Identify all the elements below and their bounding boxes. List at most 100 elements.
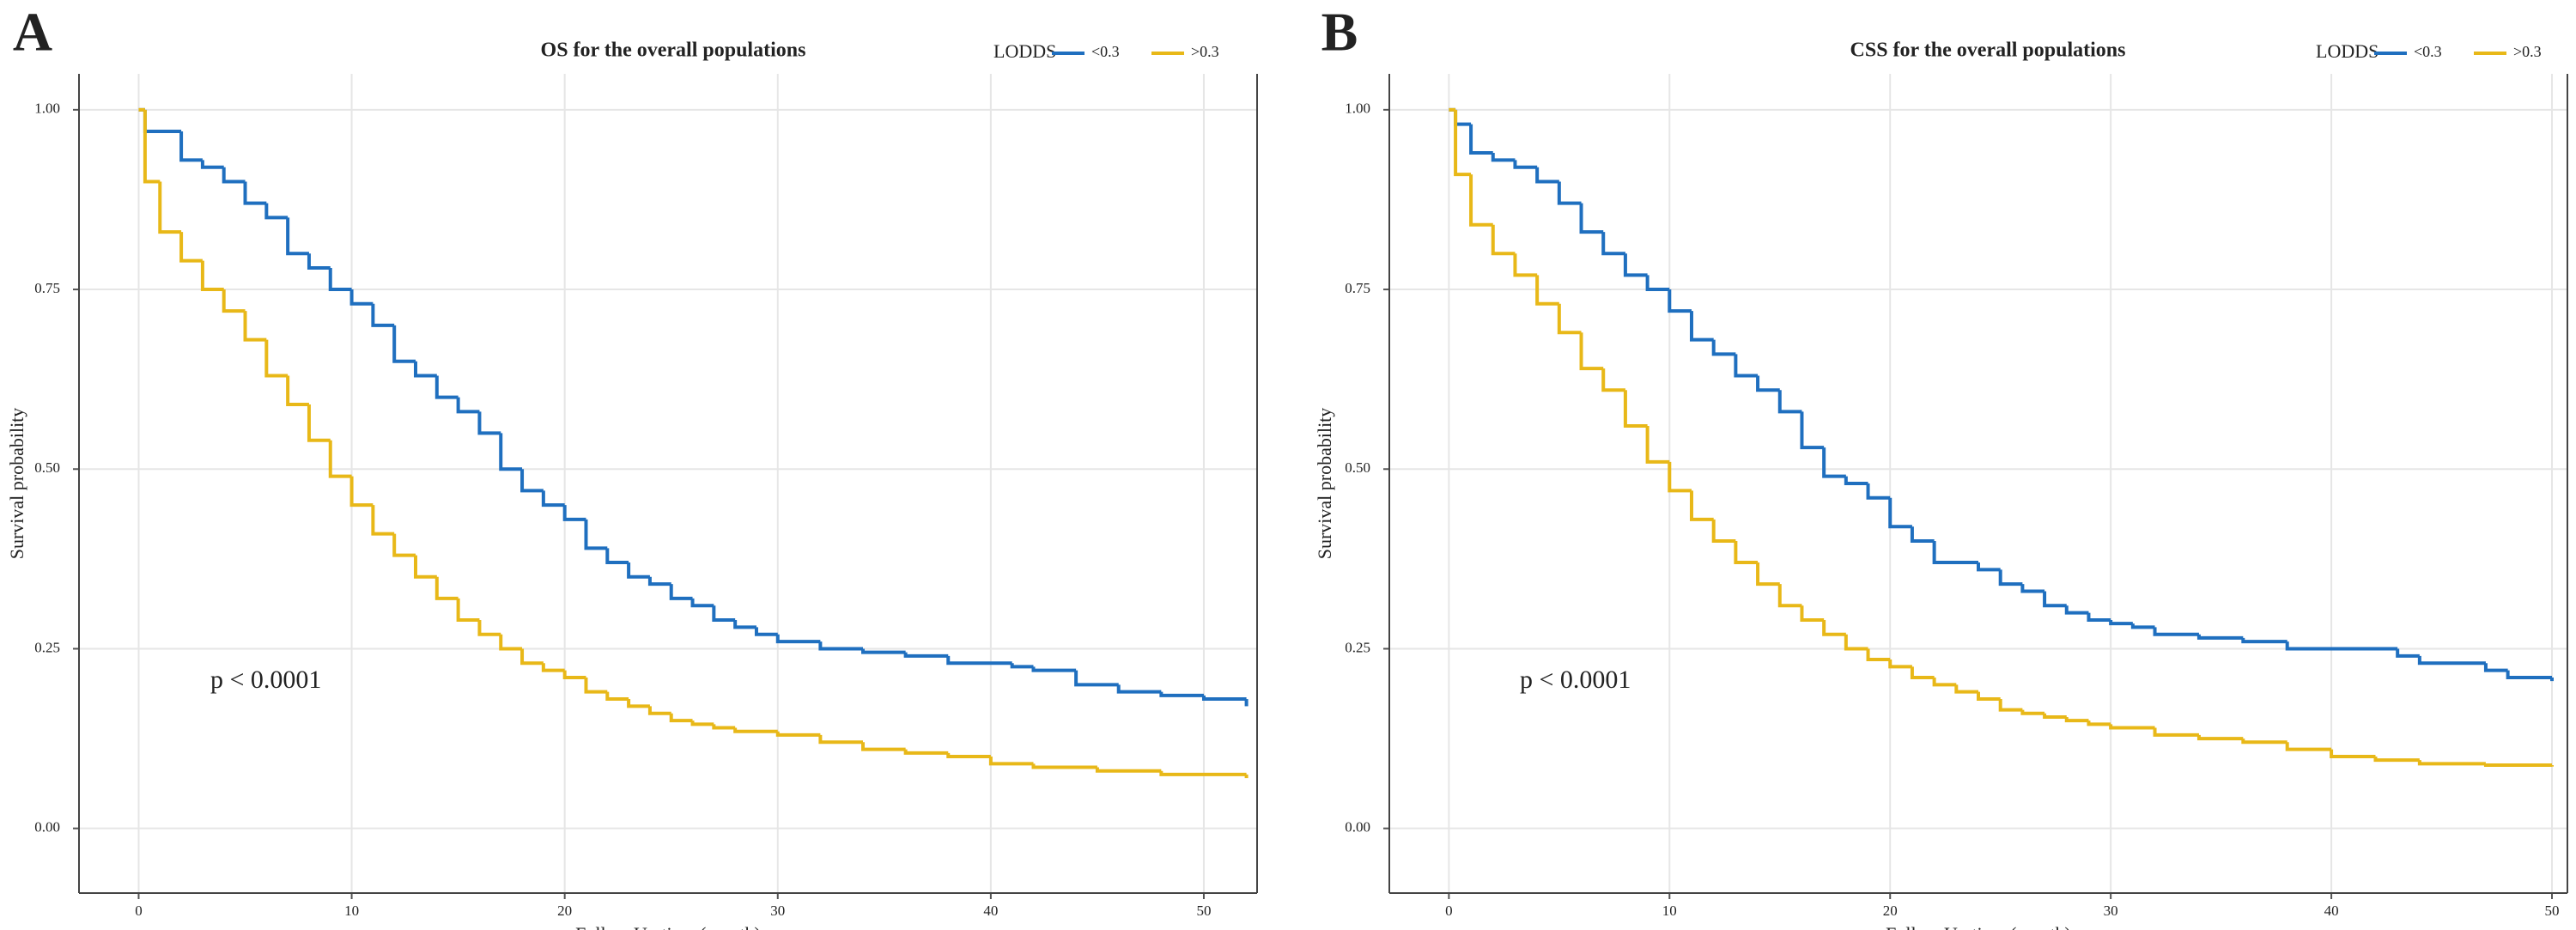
- survival-step: [307, 404, 331, 442]
- survival-step: [2373, 757, 2420, 763]
- survival-step: [1866, 483, 1891, 500]
- survival-step: [1800, 605, 1825, 622]
- survival-step: [818, 641, 864, 651]
- survival-step: [456, 397, 480, 414]
- survival-step: [605, 548, 629, 565]
- survival-step: [1469, 124, 1493, 155]
- chart-title: OS for the overall populations: [541, 40, 806, 62]
- survival-step: [200, 260, 224, 292]
- x-tick-label: 40: [983, 903, 998, 919]
- survival-step: [414, 361, 437, 378]
- x-tick-label: 20: [557, 903, 572, 919]
- y-tick-label: 0.75: [1345, 280, 1370, 296]
- survival-step: [2241, 739, 2287, 745]
- survival-step: [1074, 670, 1119, 687]
- survival-step: [307, 253, 331, 270]
- survival-step: [1954, 684, 1978, 694]
- survival-step: [2417, 760, 2486, 766]
- survival-step: [627, 562, 650, 579]
- survival-step: [371, 303, 395, 327]
- survival-step: [414, 555, 437, 579]
- survival-step: [2109, 724, 2155, 730]
- survival-step: [541, 490, 565, 508]
- y-tick-label: 0.75: [34, 280, 60, 296]
- survival-step: [1469, 174, 1493, 227]
- panel-label: B: [1321, 2, 1358, 63]
- survival-step: [520, 648, 544, 666]
- y-axis-label: Survival probability: [1314, 408, 1335, 560]
- chart-title: CSS for the overall populations: [1850, 40, 2126, 62]
- y-tick-label: 1.00: [1345, 100, 1370, 117]
- survival-step: [2196, 734, 2244, 741]
- y-tick-label: 0.50: [1345, 459, 1370, 476]
- survival-step: [754, 627, 778, 636]
- survival-step: [861, 742, 906, 751]
- x-tick-label: 0: [1445, 903, 1453, 919]
- survival-step: [477, 620, 501, 636]
- y-tick-label: 0.25: [34, 639, 60, 655]
- survival-step: [1866, 648, 1891, 662]
- survival-step: [1095, 767, 1162, 773]
- survival-step: [1601, 232, 1625, 256]
- survival-step: [1579, 203, 1604, 234]
- survival-step: [499, 634, 523, 651]
- survival-step: [392, 325, 416, 363]
- survival-step: [733, 620, 756, 629]
- survival-step: [2285, 742, 2332, 751]
- legend-label: <0.3: [2414, 43, 2442, 60]
- survival-step: [1623, 253, 1648, 277]
- survival-step: [1668, 289, 1692, 313]
- survival-step: [222, 289, 246, 313]
- survival-step: [286, 217, 309, 256]
- survival-step: [2153, 727, 2199, 737]
- x-tick-label: 30: [770, 903, 785, 919]
- x-tick-label: 50: [1196, 903, 1211, 919]
- survival-step: [1777, 584, 1802, 608]
- panel-label: A: [13, 2, 52, 63]
- survival-step: [2483, 663, 2508, 672]
- survival-step: [2087, 720, 2111, 726]
- survival-step: [669, 584, 693, 600]
- survival-step: [541, 663, 565, 672]
- survival-step: [712, 605, 736, 622]
- survival-step: [264, 339, 289, 378]
- survival-step: [1734, 354, 1759, 378]
- x-tick-label: 30: [2104, 903, 2118, 919]
- survival-step: [243, 311, 267, 342]
- survival-step: [2109, 620, 2133, 626]
- survival-step: [179, 131, 203, 162]
- y-tick-label: 0.00: [1345, 819, 1370, 836]
- survival-step: [392, 533, 416, 557]
- survival-step: [143, 109, 182, 133]
- survival-step: [158, 181, 182, 234]
- x-tick-label: 50: [2545, 903, 2560, 919]
- survival-step: [946, 752, 991, 758]
- survival-step: [1579, 332, 1604, 371]
- survival-step: [434, 375, 459, 399]
- annotation: p < 0.0001: [1520, 666, 1631, 694]
- survival-step: [1116, 684, 1162, 694]
- survival-step: [562, 670, 586, 679]
- survival-step: [2043, 591, 2067, 608]
- survival-step: [690, 598, 714, 608]
- survival-step: [712, 724, 736, 730]
- x-tick-label: 40: [2324, 903, 2339, 919]
- survival-step: [2396, 648, 2420, 658]
- survival-step: [520, 469, 544, 493]
- survival-step: [1711, 519, 1736, 543]
- y-tick-label: 0.50: [34, 459, 60, 476]
- survival-step: [2020, 584, 2045, 593]
- x-tick-label: 20: [1883, 903, 1898, 919]
- survival-step: [1689, 311, 1714, 342]
- survival-step: [1159, 691, 1204, 697]
- survival-step: [349, 476, 374, 508]
- legend-title: LODDS: [993, 40, 1056, 62]
- survival-step: [371, 505, 395, 536]
- survival-step: [1910, 526, 1935, 543]
- survival-step: [690, 720, 714, 726]
- survival-step: [1454, 109, 1472, 177]
- survival-step: [1800, 411, 1825, 450]
- survival-step: [605, 691, 629, 702]
- legend-label: >0.3: [1191, 43, 1219, 60]
